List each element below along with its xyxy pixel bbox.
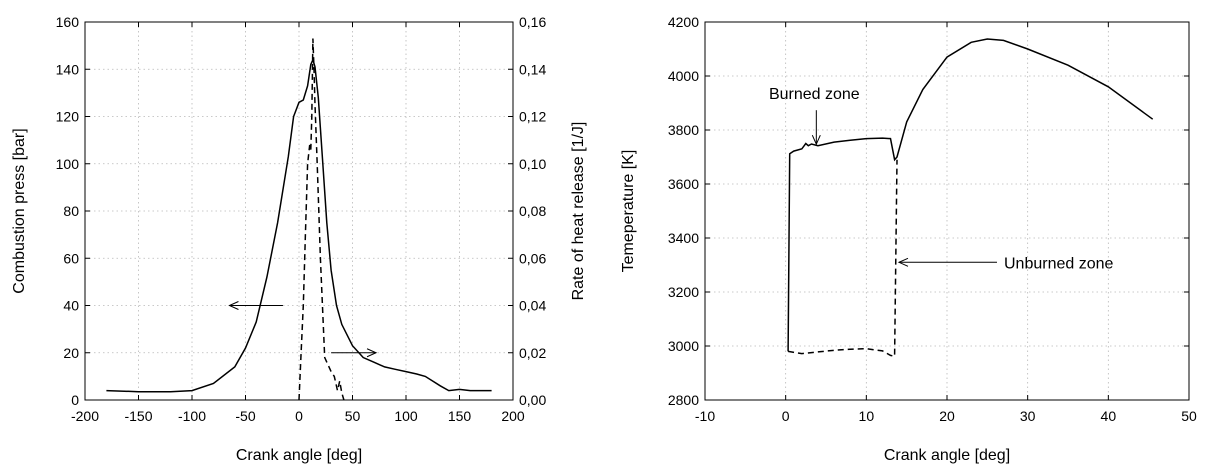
- x-tick-label: 30: [1020, 408, 1036, 424]
- y-tick-label: 0: [71, 392, 79, 408]
- axis-pointer-arrow: [331, 348, 378, 358]
- y2-tick-label: 0,14: [519, 61, 546, 77]
- x-tick-label: 200: [501, 408, 525, 424]
- x-tick-label: -150: [124, 408, 152, 424]
- x-tick-label: 150: [448, 408, 472, 424]
- left-chart-pressure-heat-release: -200 -150 -100 -50 0 50 100 150 200 0 20 40 60 80 100 1…: [11, 14, 587, 464]
- y2-tick-label: 0,08: [519, 203, 546, 219]
- y2-tick-label: 0,10: [519, 156, 546, 172]
- x-tick-label: 40: [1101, 408, 1117, 424]
- x-tick-label: 50: [345, 408, 361, 424]
- left-chart-grid: [85, 22, 513, 400]
- dashed-series-line: [298, 38, 345, 401]
- y2-tick-label: 0,02: [519, 345, 546, 361]
- y2-tick-label: 0,16: [519, 14, 546, 30]
- y-tick-label: 20: [63, 345, 79, 361]
- y-tick-label: 3800: [668, 122, 699, 138]
- y2-tick-label: 0,12: [519, 109, 546, 125]
- right-chart-annotations: Burned zone Unburned zone: [769, 86, 1114, 272]
- x-tick-label: 50: [1181, 408, 1197, 424]
- left-chart-y2-axis-label: Rate of heat release [1/J]: [570, 122, 587, 301]
- y-tick-label: 3600: [668, 176, 699, 192]
- right-chart-y-axis-label: Temeperature [K]: [620, 150, 637, 273]
- right-chart-temperature: -10 0 10 20 30 40 50 2800 3000 3200 3400 3600 3800 40…: [620, 14, 1197, 464]
- y-tick-label: 160: [56, 14, 80, 30]
- y2-tick-label: 0,06: [519, 250, 546, 266]
- x-tick-label: -100: [178, 408, 206, 424]
- y-tick-label: 4000: [668, 68, 699, 84]
- right-chart-series: [787, 38, 1154, 358]
- x-tick-label: 0: [295, 408, 303, 424]
- y2-tick-label: 0,04: [519, 298, 546, 314]
- burned-zone-label: Burned zone: [769, 86, 860, 103]
- x-tick-label: 0: [782, 408, 790, 424]
- solid-series-line: [787, 38, 1154, 352]
- y-tick-label: 40: [63, 298, 79, 314]
- y-tick-label: 3400: [668, 230, 699, 246]
- left-chart-series: [106, 38, 492, 401]
- left-chart-annotations: [228, 301, 378, 358]
- left-chart-x-axis-label: Crank angle [deg]: [236, 447, 362, 464]
- y-tick-label: 80: [63, 203, 79, 219]
- y-tick-label: 3000: [668, 338, 699, 354]
- axis-pointer-arrow: [228, 301, 283, 310]
- y-tick-label: 3200: [668, 284, 699, 300]
- series-callout: Unburned zone: [897, 255, 1114, 272]
- y-tick-label: 120: [56, 109, 80, 125]
- y-tick-label: 4200: [668, 14, 699, 30]
- y-tick-label: 100: [56, 156, 80, 172]
- solid-series-line: [106, 57, 492, 393]
- right-chart-ticks: -10 0 10 20 30 40 50 2800 3000 3200 3400 3600 3800 40…: [668, 14, 1197, 424]
- y-tick-label: 2800: [668, 392, 699, 408]
- y-tick-label: 60: [63, 250, 79, 266]
- left-chart-ticks: -200 -150 -100 -50 0 50 100 150 200 0 20 40 60 80 100 1…: [56, 14, 547, 424]
- x-tick-label: 100: [394, 408, 418, 424]
- x-tick-label: 20: [939, 408, 955, 424]
- y-tick-label: 140: [56, 61, 80, 77]
- x-tick-label: -10: [695, 408, 715, 424]
- x-tick-label: 10: [859, 408, 875, 424]
- dashed-series-line: [787, 159, 898, 358]
- unburned-zone-label: Unburned zone: [1004, 255, 1114, 272]
- x-tick-label: -50: [235, 408, 255, 424]
- series-callout: Burned zone: [769, 86, 860, 146]
- left-chart-y-axis-label: Combustion press [bar]: [11, 128, 28, 293]
- right-chart-x-axis-label: Crank angle [deg]: [884, 447, 1010, 464]
- y2-tick-label: 0,00: [519, 392, 546, 408]
- right-chart-grid: [705, 22, 1189, 400]
- x-tick-label: -200: [71, 408, 99, 424]
